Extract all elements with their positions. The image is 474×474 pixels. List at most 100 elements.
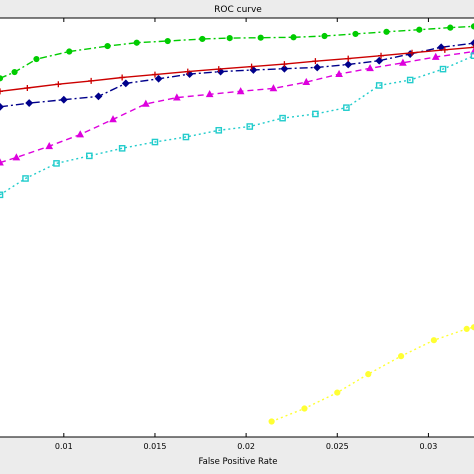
- data-point: [301, 405, 308, 412]
- data-point: [184, 68, 191, 75]
- x-tick-layer: 0.01 0.015 0.02 0.025 0.03: [55, 18, 437, 451]
- data-point: [12, 153, 21, 161]
- data-point: [313, 63, 322, 72]
- data-point: [88, 77, 95, 84]
- series-group: [0, 52, 474, 199]
- data-point: [45, 141, 54, 150]
- data-point: [86, 152, 93, 160]
- data-point: [345, 55, 352, 62]
- series-line: [0, 55, 474, 196]
- data-point: [416, 26, 423, 33]
- data-point: [25, 99, 34, 107]
- data-point: [66, 48, 73, 55]
- x-axis-label: False Positive Rate: [199, 457, 278, 467]
- data-point: [470, 39, 474, 48]
- data-point: [151, 71, 158, 78]
- data-point: [215, 126, 223, 134]
- data-point: [375, 82, 383, 89]
- x-tick-label: 0.02: [237, 442, 255, 451]
- data-point: [55, 81, 62, 88]
- data-point: [164, 37, 171, 45]
- data-point: [383, 28, 390, 35]
- data-point: [199, 35, 206, 43]
- data-point: [343, 104, 350, 111]
- data-point: [366, 64, 374, 72]
- data-point: [431, 52, 440, 60]
- data-point: [312, 58, 319, 65]
- series-line: [0, 42, 474, 108]
- data-point: [302, 77, 311, 86]
- data-point: [205, 89, 214, 98]
- data-point: [399, 58, 407, 66]
- data-point: [53, 160, 60, 167]
- data-point: [0, 158, 4, 166]
- data-point: [312, 110, 319, 118]
- chart-title: ROC curve: [214, 5, 262, 15]
- data-point: [109, 115, 117, 123]
- data-point: [133, 39, 140, 46]
- data-point: [335, 69, 343, 78]
- x-tick-label: 0.015: [144, 442, 167, 451]
- data-point: [22, 175, 29, 182]
- series-group: [268, 324, 474, 425]
- data-point: [248, 63, 255, 70]
- series-layer: [0, 23, 474, 425]
- data-point: [121, 79, 130, 88]
- series-group: [0, 44, 474, 95]
- x-tick-label: 0.01: [55, 442, 73, 451]
- data-point: [236, 87, 245, 95]
- data-point: [119, 74, 126, 81]
- data-point: [154, 74, 163, 83]
- data-point: [246, 123, 254, 130]
- data-point: [279, 114, 286, 122]
- data-point: [76, 130, 85, 138]
- data-point: [24, 84, 31, 91]
- series-group: [0, 23, 474, 82]
- data-point: [173, 93, 181, 101]
- axes-layer: [0, 17, 474, 438]
- data-point: [352, 30, 359, 38]
- series-group: [0, 47, 474, 166]
- data-point: [94, 92, 103, 101]
- data-point: [397, 353, 405, 360]
- data-point: [151, 138, 159, 146]
- data-point: [215, 66, 222, 73]
- data-point: [290, 34, 297, 41]
- data-point: [365, 371, 372, 378]
- data-point: [59, 95, 68, 104]
- data-point: [0, 191, 4, 199]
- data-point: [344, 60, 353, 69]
- data-point: [409, 49, 416, 56]
- data-point: [11, 68, 18, 76]
- data-point: [0, 75, 4, 82]
- data-point: [182, 133, 190, 141]
- data-point: [334, 389, 341, 396]
- data-point: [447, 24, 454, 31]
- data-point: [375, 56, 384, 65]
- series-line: [0, 46, 474, 92]
- data-point: [439, 65, 447, 73]
- data-point: [33, 55, 40, 63]
- data-point: [226, 35, 233, 42]
- data-point: [280, 64, 289, 73]
- plot-area: [0, 18, 474, 437]
- data-point: [0, 88, 3, 95]
- data-point: [430, 337, 437, 344]
- x-tick-label: 0.025: [326, 442, 349, 451]
- data-point: [257, 34, 264, 41]
- data-point: [269, 84, 278, 92]
- data-point: [441, 46, 448, 53]
- data-point: [142, 99, 150, 107]
- data-point: [471, 44, 474, 51]
- series-line: [271, 326, 474, 423]
- series-line: [0, 50, 474, 164]
- data-point: [118, 145, 126, 152]
- data-point: [268, 418, 275, 425]
- data-point: [321, 32, 328, 40]
- data-point: [406, 76, 414, 84]
- data-point: [104, 42, 111, 50]
- data-point: [463, 325, 470, 332]
- data-point: [0, 102, 4, 111]
- data-point: [281, 61, 288, 68]
